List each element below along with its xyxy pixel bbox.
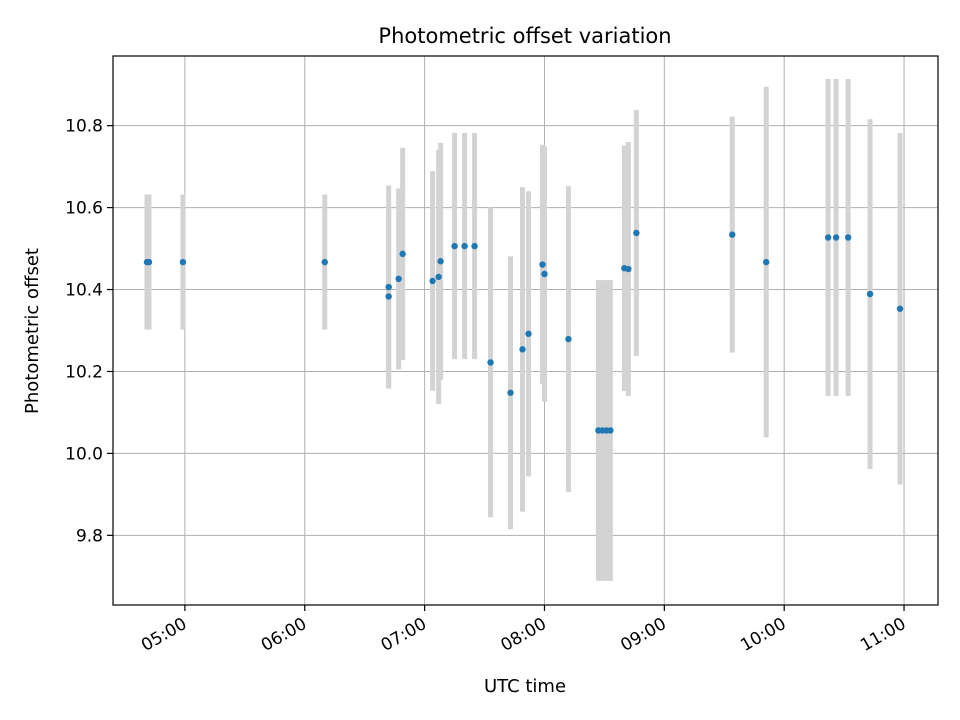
data-point xyxy=(395,275,402,283)
data-point xyxy=(507,389,514,396)
data-point xyxy=(461,242,468,250)
data-point xyxy=(541,270,548,278)
chart-title: Photometric offset variation xyxy=(378,24,671,48)
data-point xyxy=(633,229,640,237)
y-tick-label: 10.2 xyxy=(65,362,103,382)
y-tick-label: 10.8 xyxy=(65,117,103,137)
data-points xyxy=(143,229,904,434)
data-point xyxy=(625,265,632,273)
data-point xyxy=(451,242,458,250)
data-point xyxy=(179,258,187,266)
data-point xyxy=(824,234,832,241)
data-point xyxy=(385,293,392,300)
y-tick-label: 10.0 xyxy=(65,444,103,464)
y-tick-label: 10.6 xyxy=(65,199,103,219)
data-point xyxy=(763,258,770,266)
data-point xyxy=(729,231,736,238)
data-point xyxy=(487,359,494,366)
data-point xyxy=(437,258,444,265)
grid xyxy=(113,56,938,605)
data-point xyxy=(896,305,904,312)
data-point xyxy=(519,346,526,353)
data-point xyxy=(565,335,572,343)
plot-area xyxy=(113,56,938,605)
data-point xyxy=(525,330,532,337)
data-point xyxy=(832,234,840,241)
x-axis-label: UTC time xyxy=(484,676,566,697)
data-point xyxy=(399,250,406,258)
data-point xyxy=(607,427,614,434)
data-point xyxy=(321,258,328,266)
y-tick-label: 10.4 xyxy=(65,281,103,301)
data-point xyxy=(435,273,442,281)
plot-frame xyxy=(112,55,939,606)
data-point xyxy=(539,261,546,268)
data-point xyxy=(471,242,478,250)
data-point xyxy=(385,283,392,291)
data-point xyxy=(429,277,436,285)
y-axis-label: Photometric offset xyxy=(22,248,43,414)
data-point xyxy=(844,234,852,241)
data-point xyxy=(145,258,153,266)
data-point xyxy=(866,290,874,298)
y-tick-label: 9.8 xyxy=(76,526,103,546)
y-axis: 9.8 10.0 10.2 10.4 10.6 10.8 xyxy=(65,117,113,546)
